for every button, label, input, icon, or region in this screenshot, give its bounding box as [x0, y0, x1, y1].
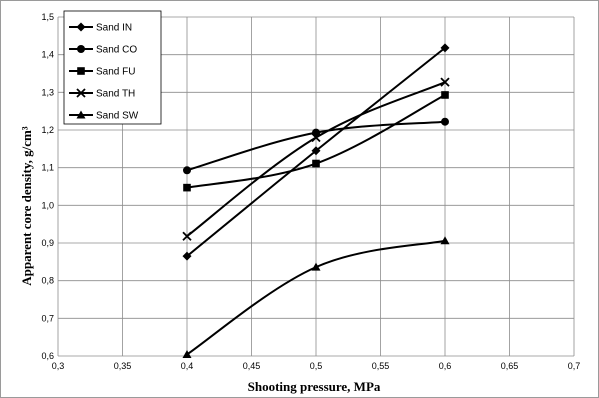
legend-marker	[77, 67, 85, 75]
data-point-sand-sw	[182, 349, 192, 358]
x-tick-label: 0,6	[439, 361, 452, 371]
legend-marker	[76, 88, 86, 98]
x-tick-label: 0,35	[114, 361, 132, 371]
x-tick-label: 0,65	[501, 361, 519, 371]
legend-label: Sand SW	[96, 111, 139, 122]
tick-labels: 0,3 0,35 0,4 0,45 0,5 0,55 0,6 0,65 0,7 0,6 0,7 0,8…	[41, 12, 580, 371]
data-point-sand-th	[182, 231, 192, 241]
x-tick-label: 0,4	[181, 361, 194, 371]
data-point-sand-th	[311, 132, 321, 143]
legend-item-sand-th: Sand TH	[69, 88, 135, 100]
x-axis-title: Shooting pressure, MPa	[248, 379, 381, 394]
legend-item-sand-fu: Sand FU	[69, 67, 135, 78]
legend-marker	[77, 45, 85, 53]
data-point-sand-sw	[440, 236, 450, 245]
y-tick-label: 0,9	[41, 238, 54, 248]
legend: Sand IN Sand CO Sand FU Sand TH Sand SW	[63, 10, 162, 125]
data-point-sand-fu	[312, 159, 320, 168]
x-tick-label: 0,45	[243, 361, 261, 371]
series-sand-fu	[183, 91, 449, 192]
y-tick-label: 1,3	[41, 87, 54, 97]
y-tick-label: 1,5	[41, 12, 54, 22]
data-point-sand-in	[440, 43, 450, 53]
data-point-sand-sw	[311, 262, 321, 271]
legend-marker	[76, 22, 86, 32]
grid-lines	[57, 16, 575, 357]
x-tick-label: 0,3	[52, 361, 65, 371]
data-point-sand-co	[183, 166, 191, 175]
data-point-sand-fu	[183, 183, 191, 192]
data-point-sand-co	[441, 117, 449, 126]
y-tick-label: 1,2	[41, 125, 54, 135]
x-tick-label: 0,55	[372, 361, 390, 371]
series-sand-th	[182, 77, 450, 241]
y-tick-label: 0,6	[41, 351, 54, 361]
legend-label: Sand IN	[96, 23, 132, 34]
x-tick-label: 0,7	[568, 361, 581, 371]
data-point-sand-fu	[441, 91, 449, 99]
data-point-sand-in	[311, 146, 321, 156]
y-tick-label: 0,8	[41, 276, 54, 286]
series-sand-in	[182, 43, 450, 261]
legend-label: Sand TH	[96, 89, 135, 100]
legend-item-sand-in: Sand IN	[69, 22, 132, 34]
series-layer	[182, 43, 450, 358]
y-tick-label: 1,1	[41, 163, 54, 173]
legend-item-sand-sw: Sand SW	[69, 110, 139, 122]
data-point-sand-in	[182, 251, 192, 261]
y-tick-label: 1,0	[41, 200, 54, 210]
legend-marker	[76, 110, 86, 119]
legend-item-sand-co: Sand CO	[69, 45, 137, 56]
legend-label: Sand FU	[96, 67, 135, 78]
x-tick-label: 0,5	[310, 361, 323, 371]
y-axis-title: Apparent core density, g/cm³	[19, 126, 34, 286]
legend-label: Sand CO	[96, 45, 137, 56]
data-point-sand-th	[440, 77, 450, 87]
y-tick-label: 0,7	[41, 313, 54, 323]
y-tick-label: 1,4	[41, 50, 54, 60]
series-sand-sw	[182, 236, 450, 358]
